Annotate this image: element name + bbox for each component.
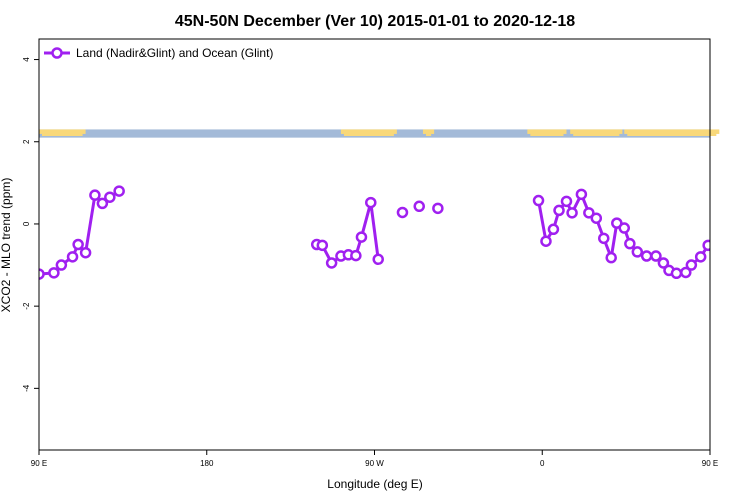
data-point [553, 204, 565, 217]
map-land-patch [527, 129, 567, 134]
data-point [55, 259, 68, 271]
map-land-patch [39, 129, 86, 134]
data-point [726, 200, 735, 209]
map-land-patch [624, 129, 720, 134]
map-land-patch [422, 129, 435, 134]
axes: 90 E 180 90 W 0 90 E -4 -2 0 2 4 [22, 57, 718, 468]
data-point [325, 257, 338, 269]
data-point [583, 207, 595, 219]
data-point [350, 249, 362, 262]
data-point [640, 250, 653, 262]
data-point [590, 212, 603, 224]
x-tick-label: 90 E [31, 459, 47, 468]
y-tick-label: 4 [22, 57, 31, 62]
legend: Land (Nadir&Glint) and Ocean (Glint) [44, 46, 273, 60]
data-point [670, 267, 683, 280]
data-point [605, 251, 617, 264]
legend-marker-swatch [51, 47, 63, 59]
data-point [650, 250, 662, 262]
data-point [396, 206, 409, 219]
data-point [547, 223, 560, 236]
data-point [685, 259, 698, 271]
data-point [316, 239, 329, 252]
map-land-patch [425, 133, 432, 136]
y-tick-label: 0 [22, 221, 31, 226]
map-land-patch [530, 133, 564, 136]
data-point [575, 188, 588, 201]
data-point [694, 251, 707, 263]
data-point [618, 222, 631, 234]
data-point [96, 197, 109, 210]
map-land-patch [343, 133, 394, 136]
data-point [702, 239, 710, 252]
data-point [532, 194, 545, 207]
data-point [713, 248, 722, 257]
map-strip [39, 129, 720, 138]
map-land-patch [573, 133, 620, 136]
data-point [413, 200, 425, 213]
data-point [66, 251, 79, 263]
data-point [432, 202, 444, 215]
data-point [719, 191, 728, 200]
data-point [540, 235, 552, 247]
y-axis-label: XCO2 - MLO trend (ppm) [0, 178, 13, 313]
data-point [631, 246, 644, 258]
x-tick-label: 90 E [702, 459, 718, 468]
map-land-patch [42, 133, 83, 136]
data-point [598, 232, 610, 245]
data-point [624, 237, 636, 250]
data-point [72, 238, 84, 251]
data-point [365, 196, 377, 209]
data-point [566, 207, 578, 219]
map-land-patch [340, 129, 397, 134]
data-point [79, 246, 92, 259]
data-point [113, 185, 125, 197]
data-point [741, 187, 750, 196]
legend-label: Land (Nadir&Glint) and Ocean (Glint) [76, 46, 273, 60]
series-layer [39, 185, 750, 280]
x-tick-label: 90 W [365, 459, 384, 468]
data-point [372, 253, 384, 266]
map-land-patch [627, 133, 717, 136]
map-land-patch [570, 129, 623, 134]
data-point [680, 266, 692, 279]
data-point [560, 195, 573, 208]
data-point [733, 193, 742, 202]
data-point [39, 268, 45, 280]
data-point [48, 267, 60, 279]
y-tick-label: 2 [22, 139, 31, 144]
x-tick-label: 180 [200, 459, 214, 468]
data-point [89, 189, 101, 201]
data-point [104, 191, 116, 203]
x-axis-label: Longitude (deg E) [327, 477, 422, 491]
data-point [657, 257, 670, 269]
plot-frame [38, 38, 711, 451]
y-tick-label: -4 [22, 384, 31, 392]
chart-title: 45N-50N December (Ver 10) 2015-01-01 to … [175, 13, 575, 30]
data-point [355, 231, 368, 243]
x-tick-label: 0 [540, 459, 545, 468]
y-tick-label: -2 [22, 302, 31, 310]
